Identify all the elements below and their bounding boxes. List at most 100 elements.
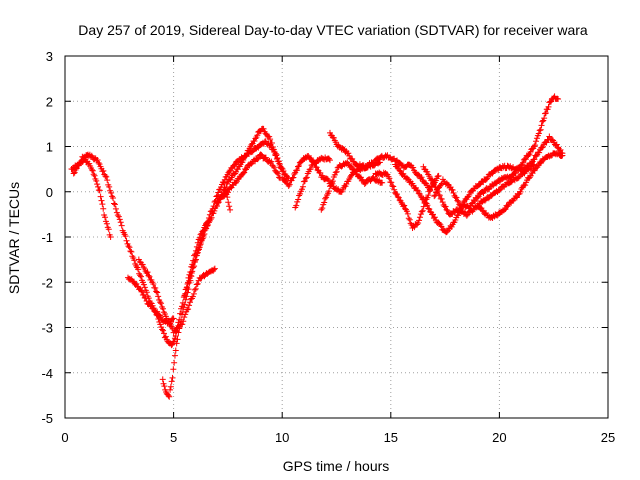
data-point: [393, 191, 400, 198]
data-point: [172, 333, 179, 340]
data-point: [531, 156, 538, 163]
data-point: [171, 352, 178, 359]
data-point: [179, 308, 186, 315]
data-point: [453, 194, 460, 201]
data-point: [410, 164, 417, 171]
data-point: [519, 161, 526, 168]
data-point: [533, 138, 540, 145]
data-point: [131, 257, 138, 264]
data-point: [420, 195, 427, 202]
data-point: [185, 277, 192, 284]
data-point: [168, 378, 175, 385]
data-point: [97, 193, 104, 200]
data-point: [173, 340, 180, 347]
data-point: [466, 191, 473, 198]
data-point: [301, 178, 308, 185]
data-point: [444, 207, 451, 214]
data-point: [252, 135, 259, 142]
data-point: [154, 308, 161, 315]
data-point: [559, 152, 566, 159]
data-point: [93, 177, 100, 184]
data-point: [504, 203, 511, 210]
data-point: [267, 136, 274, 143]
data-point: [295, 196, 302, 203]
data-point: [394, 193, 401, 200]
x-tick-label: 25: [601, 430, 615, 445]
data-point: [471, 198, 478, 205]
data-point: [165, 317, 172, 324]
data-point: [171, 359, 178, 366]
data-point: [525, 152, 532, 159]
data-point: [127, 248, 134, 255]
data-point: [326, 155, 333, 162]
data-point: [100, 167, 107, 174]
data-point: [326, 188, 333, 195]
data-point: [146, 273, 153, 280]
data-point: [443, 228, 450, 235]
data-point: [106, 183, 113, 190]
data-point: [254, 156, 261, 163]
data-point: [426, 188, 433, 195]
data-point: [159, 305, 166, 312]
data-point: [114, 212, 121, 219]
data-point: [312, 160, 319, 167]
series-track-h: [220, 179, 234, 213]
data-point: [401, 202, 408, 209]
series-track-l: [326, 129, 433, 193]
data-point: [262, 154, 269, 161]
data-point: [386, 175, 393, 182]
data-point: [177, 321, 184, 328]
data-point: [437, 181, 444, 188]
data-point: [429, 176, 436, 183]
data-point: [94, 156, 101, 163]
data-point: [226, 168, 233, 175]
data-point: [435, 172, 442, 179]
data-point: [277, 164, 284, 171]
data-point: [439, 199, 446, 206]
data-point: [110, 200, 117, 207]
data-point: [78, 157, 85, 164]
plot-frame: [64, 55, 609, 419]
data-point: [170, 315, 177, 322]
data-point: [185, 306, 192, 313]
data-point: [181, 301, 188, 308]
data-point: [202, 226, 209, 233]
data-point: [455, 198, 462, 205]
data-point: [536, 127, 543, 134]
data-point: [197, 240, 204, 247]
data-point: [258, 151, 265, 158]
data-point: [254, 132, 261, 139]
data-point: [156, 312, 163, 319]
data-point: [160, 327, 167, 334]
data-point: [268, 158, 275, 165]
data-point: [138, 288, 145, 295]
data-point: [123, 237, 130, 244]
data-point: [513, 194, 520, 201]
x-tick-label: 10: [275, 430, 289, 445]
data-point: [553, 141, 560, 148]
data-point: [515, 174, 522, 181]
data-point: [278, 165, 285, 172]
data-point: [293, 202, 300, 209]
data-point: [414, 221, 421, 228]
data-point: [321, 199, 328, 206]
data-point: [99, 201, 106, 208]
data-point: [348, 172, 355, 179]
data-point: [178, 316, 185, 323]
data-point: [91, 172, 98, 179]
data-point: [517, 188, 524, 195]
data-point: [180, 304, 187, 311]
data-point: [157, 314, 164, 321]
data-point: [195, 247, 202, 254]
data-point: [533, 135, 540, 142]
data-point: [290, 174, 297, 181]
data-point: [538, 122, 545, 129]
data-point: [273, 151, 280, 158]
series-track-i: [279, 153, 383, 195]
data-point: [184, 306, 191, 313]
data-point: [220, 179, 227, 186]
y-tick-label: 3: [46, 49, 53, 64]
data-point: [72, 166, 79, 173]
data-point: [182, 296, 189, 303]
